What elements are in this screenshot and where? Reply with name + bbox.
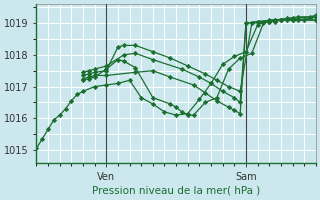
X-axis label: Pression niveau de la mer( hPa ): Pression niveau de la mer( hPa ) (92, 186, 260, 196)
